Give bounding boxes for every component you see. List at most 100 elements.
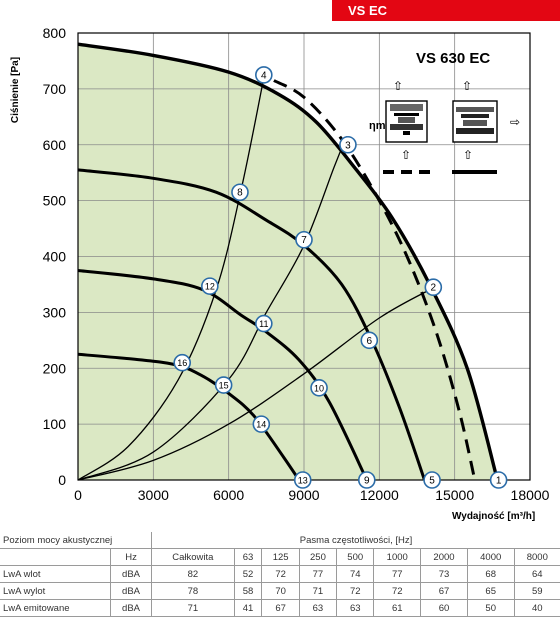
row-label: LwA emitowane [0,599,111,617]
marker-circle [310,379,328,397]
x-tick-label: 0 [74,487,82,503]
marker-label: 11 [259,319,268,329]
point-marker: 3 [339,135,357,154]
marker-circle [231,183,249,202]
column-header: 1000 [373,548,422,566]
point-marker: 2 [424,278,443,297]
point-marker: 4 [255,66,273,84]
marker-label: 15 [219,381,229,391]
marker-circle [252,415,271,433]
marker-label: 16 [177,358,187,368]
table-row: LwA emitowane dBA 71 41 67 63 63 61 60 5… [0,599,560,617]
point-marker: 1 [489,471,508,489]
marker-circle [489,471,508,489]
y-tick-label: 400 [43,249,67,265]
point-marker: 8 [231,183,249,202]
marker-circle [424,278,443,297]
marker-label: 14 [256,420,266,430]
point-marker: 14 [252,415,271,433]
point-marker: 7 [295,230,313,249]
column-header: 8000 [513,548,560,566]
point-marker: 16 [173,353,192,372]
svg-text:⇧: ⇧ [401,148,411,162]
marker-label: 1 [496,476,502,487]
dashed-curve [273,79,477,481]
table-row: LwA wylot dBA 78 58 70 71 72 72 67 65 59 [0,582,560,600]
row-unit: dBA [109,565,153,583]
column-header: 250 [298,548,338,566]
marker-circle [423,471,441,489]
grid [77,32,531,481]
free-outlet-icon: ⇧ ⇨ ⇧ [452,79,520,162]
marker-label: 2 [431,283,437,294]
marker-circle [357,471,376,489]
column-header: 2000 [420,548,468,566]
series-badge: VS EC [332,0,560,21]
row-label: LwA wlot [0,565,111,583]
row-unit: dBA [109,599,153,617]
band-header: Pasma częstotliwości, [Hz] [151,532,560,549]
point-marker: 9 [357,471,376,489]
hz-header: Hz [109,548,153,566]
column-header: 4000 [466,548,515,566]
row-unit: dBA [109,582,153,600]
acoustic-power-table: Poziom mocy akustycznej Pasma częstotliw… [0,532,560,617]
point-marker: 13 [293,471,312,489]
marker-circle [255,66,273,84]
y-axis-label: Ciśnienie [Pa] [10,57,21,123]
x-tick-label: 9000 [288,487,319,503]
duct-inlet-icon: ⇧ ⇧ [385,79,428,162]
marker-circle [201,277,219,295]
y-tick-label: 500 [43,193,67,209]
column-header: 63 [233,548,263,566]
x-tick-label: 12000 [360,487,399,503]
table-title: Poziom mocy akustycznej [0,532,153,549]
y-tick-label: 800 [43,25,67,41]
x-axis-label: Wydajność [m³/h] [452,511,535,522]
marker-label: 4 [261,70,267,81]
point-marker: 11 [255,314,273,333]
y-tick-label: 600 [43,137,67,153]
point-marker: 6 [360,331,379,350]
system-curve [77,77,265,481]
chart-title: VS 630 EC [416,50,490,67]
svg-text:⇧: ⇧ [463,148,473,162]
y-tick-label: 0 [58,472,66,488]
marker-label: 3 [345,140,351,151]
marker-circle [339,135,357,154]
y-tick-label: 300 [43,304,67,320]
svg-text:⇧: ⇧ [393,79,403,93]
marker-label: 12 [205,282,215,292]
fan-curve [77,42,500,481]
marker-label: 8 [237,188,243,199]
marker-label: 13 [298,476,308,486]
marker-circle [295,230,313,249]
column-header: 500 [336,548,375,566]
marker-circle [214,376,233,394]
svg-text:⇨: ⇨ [510,115,520,129]
point-marker: 5 [423,471,441,489]
table-header-row: Hz Całkowita 63 125 250 500 1000 2000 40… [0,548,560,566]
x-tick-label: 3000 [138,487,169,503]
svg-text:⇧: ⇧ [462,79,472,93]
marker-label: 5 [429,476,435,487]
marker-circle [360,331,379,350]
marker-label: 10 [314,383,324,393]
system-curve [77,286,435,481]
y-tick-label: 100 [43,416,67,432]
marker-label: 6 [367,336,373,347]
point-marker: 10 [310,379,328,397]
axes: 0 3000 6000 9000 12000 15000 18000 0 100 200 300 40… [43,25,550,503]
point-marker: 12 [201,277,219,295]
y-tick-label: 700 [43,81,67,97]
marker-circle [255,314,273,333]
marker-label: 7 [301,235,307,246]
point-marker: 15 [214,376,233,394]
y-tick-label: 200 [43,360,67,376]
row-label: LwA wylot [0,582,111,600]
x-tick-label: 15000 [435,487,474,503]
installation-diagrams: ⇧ ⇧ ⇧ ⇨ ⇧ [383,79,520,174]
column-header: Całkowita [151,548,235,566]
